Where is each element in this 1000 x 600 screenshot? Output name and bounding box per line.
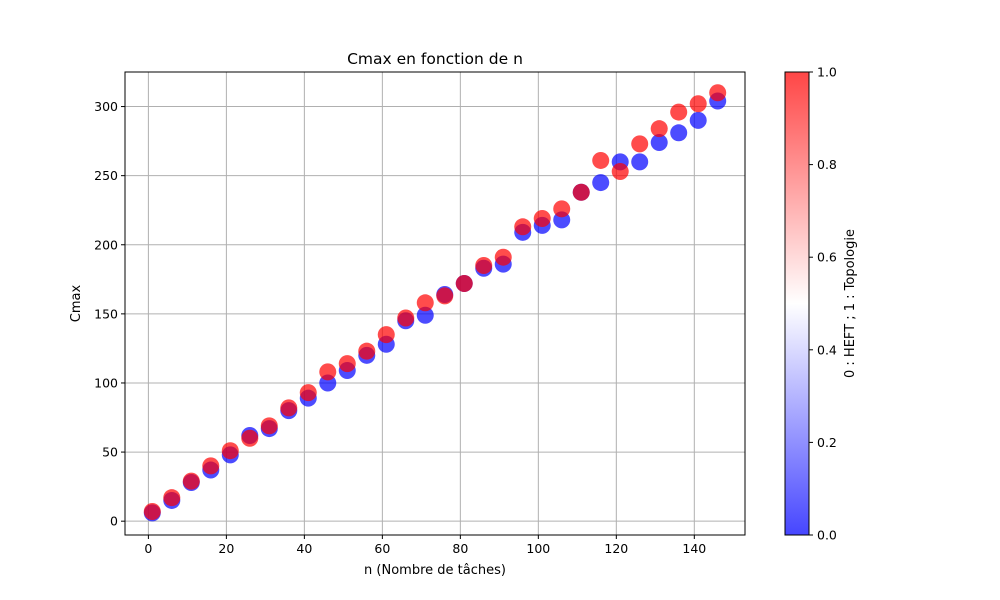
y-axis-label: Cmax <box>69 284 84 322</box>
x-tick-label: 40 <box>296 541 312 556</box>
y-tick-label: 150 <box>94 306 118 321</box>
scatter-point <box>631 135 649 153</box>
colorbar-frame <box>784 71 810 536</box>
scatter-point <box>182 472 200 490</box>
y-tick-label: 200 <box>94 237 118 252</box>
scatter-points <box>143 84 727 522</box>
scatter-point <box>670 103 688 121</box>
scatter-point <box>163 489 181 507</box>
colorbar-tick-label: 1.0 <box>817 65 837 80</box>
y-axis-ticks: 0 50 100 150 200 250 300 <box>94 99 125 529</box>
scatter-point <box>377 326 395 344</box>
scatter-point <box>280 399 298 417</box>
plot-frame <box>124 71 746 536</box>
x-tick-label: 120 <box>604 541 628 556</box>
scatter-point <box>709 84 727 102</box>
x-tick-label: 100 <box>526 541 550 556</box>
scatter-point <box>202 457 220 475</box>
y-tick-label: 50 <box>102 445 118 460</box>
scatter-point <box>553 200 571 218</box>
scatter-point <box>611 163 629 181</box>
scatter-point <box>358 342 376 360</box>
colorbar-label: 0 : HEFT ; 1 : Topologie <box>843 229 858 378</box>
colorbar-tick-label: 0.2 <box>817 435 837 450</box>
y-tick-label: 300 <box>94 99 118 114</box>
scatter-point <box>514 218 532 236</box>
colorbar: 0.0 0.2 0.4 0.6 0.8 1.0 0 : HEFT ; 1 : Topolo… <box>784 65 858 543</box>
scatter-point <box>416 294 434 312</box>
scatter-point <box>475 256 493 274</box>
scatter-point <box>494 248 512 266</box>
colorbar-ticks: 0.0 0.2 0.4 0.6 0.8 1.0 <box>809 65 837 543</box>
scatter-point <box>631 153 649 171</box>
x-axis-ticks: 0 20 40 60 80 100 120 140 <box>144 535 706 556</box>
scatter-point <box>143 503 161 521</box>
colorbar-tick-label: 0.6 <box>817 250 837 265</box>
scatter-point <box>436 287 454 305</box>
x-tick-label: 20 <box>218 541 234 556</box>
x-tick-label: 140 <box>682 541 706 556</box>
y-tick-label: 100 <box>94 375 118 390</box>
x-axis-label: n (Nombre de tâches) <box>364 563 506 578</box>
scatter-point <box>572 183 590 201</box>
colorbar-tick-label: 0.0 <box>817 528 837 543</box>
scatter-point <box>241 429 259 447</box>
scatter-point <box>650 133 668 151</box>
scatter-point <box>650 120 668 138</box>
scatter-point <box>689 111 707 129</box>
colorbar-gradient <box>785 72 809 535</box>
scatter-point <box>221 442 239 460</box>
scatter-point <box>533 210 551 228</box>
x-tick-label: 0 <box>144 541 152 556</box>
grid-lines <box>125 72 745 535</box>
scatter-point <box>592 174 610 192</box>
scatter-point <box>592 151 610 169</box>
scatter-point <box>397 309 415 327</box>
x-tick-label: 60 <box>374 541 390 556</box>
scatter-point <box>299 384 317 402</box>
scatter-point <box>319 363 337 381</box>
colorbar-tick-label: 0.8 <box>817 157 837 172</box>
x-tick-label: 80 <box>452 541 468 556</box>
scatter-point <box>670 124 688 142</box>
scatter-point <box>260 417 278 435</box>
y-tick-label: 250 <box>94 168 118 183</box>
scatter-point <box>455 274 473 292</box>
colorbar-tick-label: 0.4 <box>817 342 837 357</box>
chart-title: Cmax en fonction de n <box>347 50 523 68</box>
scatter-point <box>416 306 434 324</box>
scatter-point <box>689 95 707 113</box>
y-tick-label: 0 <box>110 514 118 529</box>
scatter-point <box>338 355 356 373</box>
